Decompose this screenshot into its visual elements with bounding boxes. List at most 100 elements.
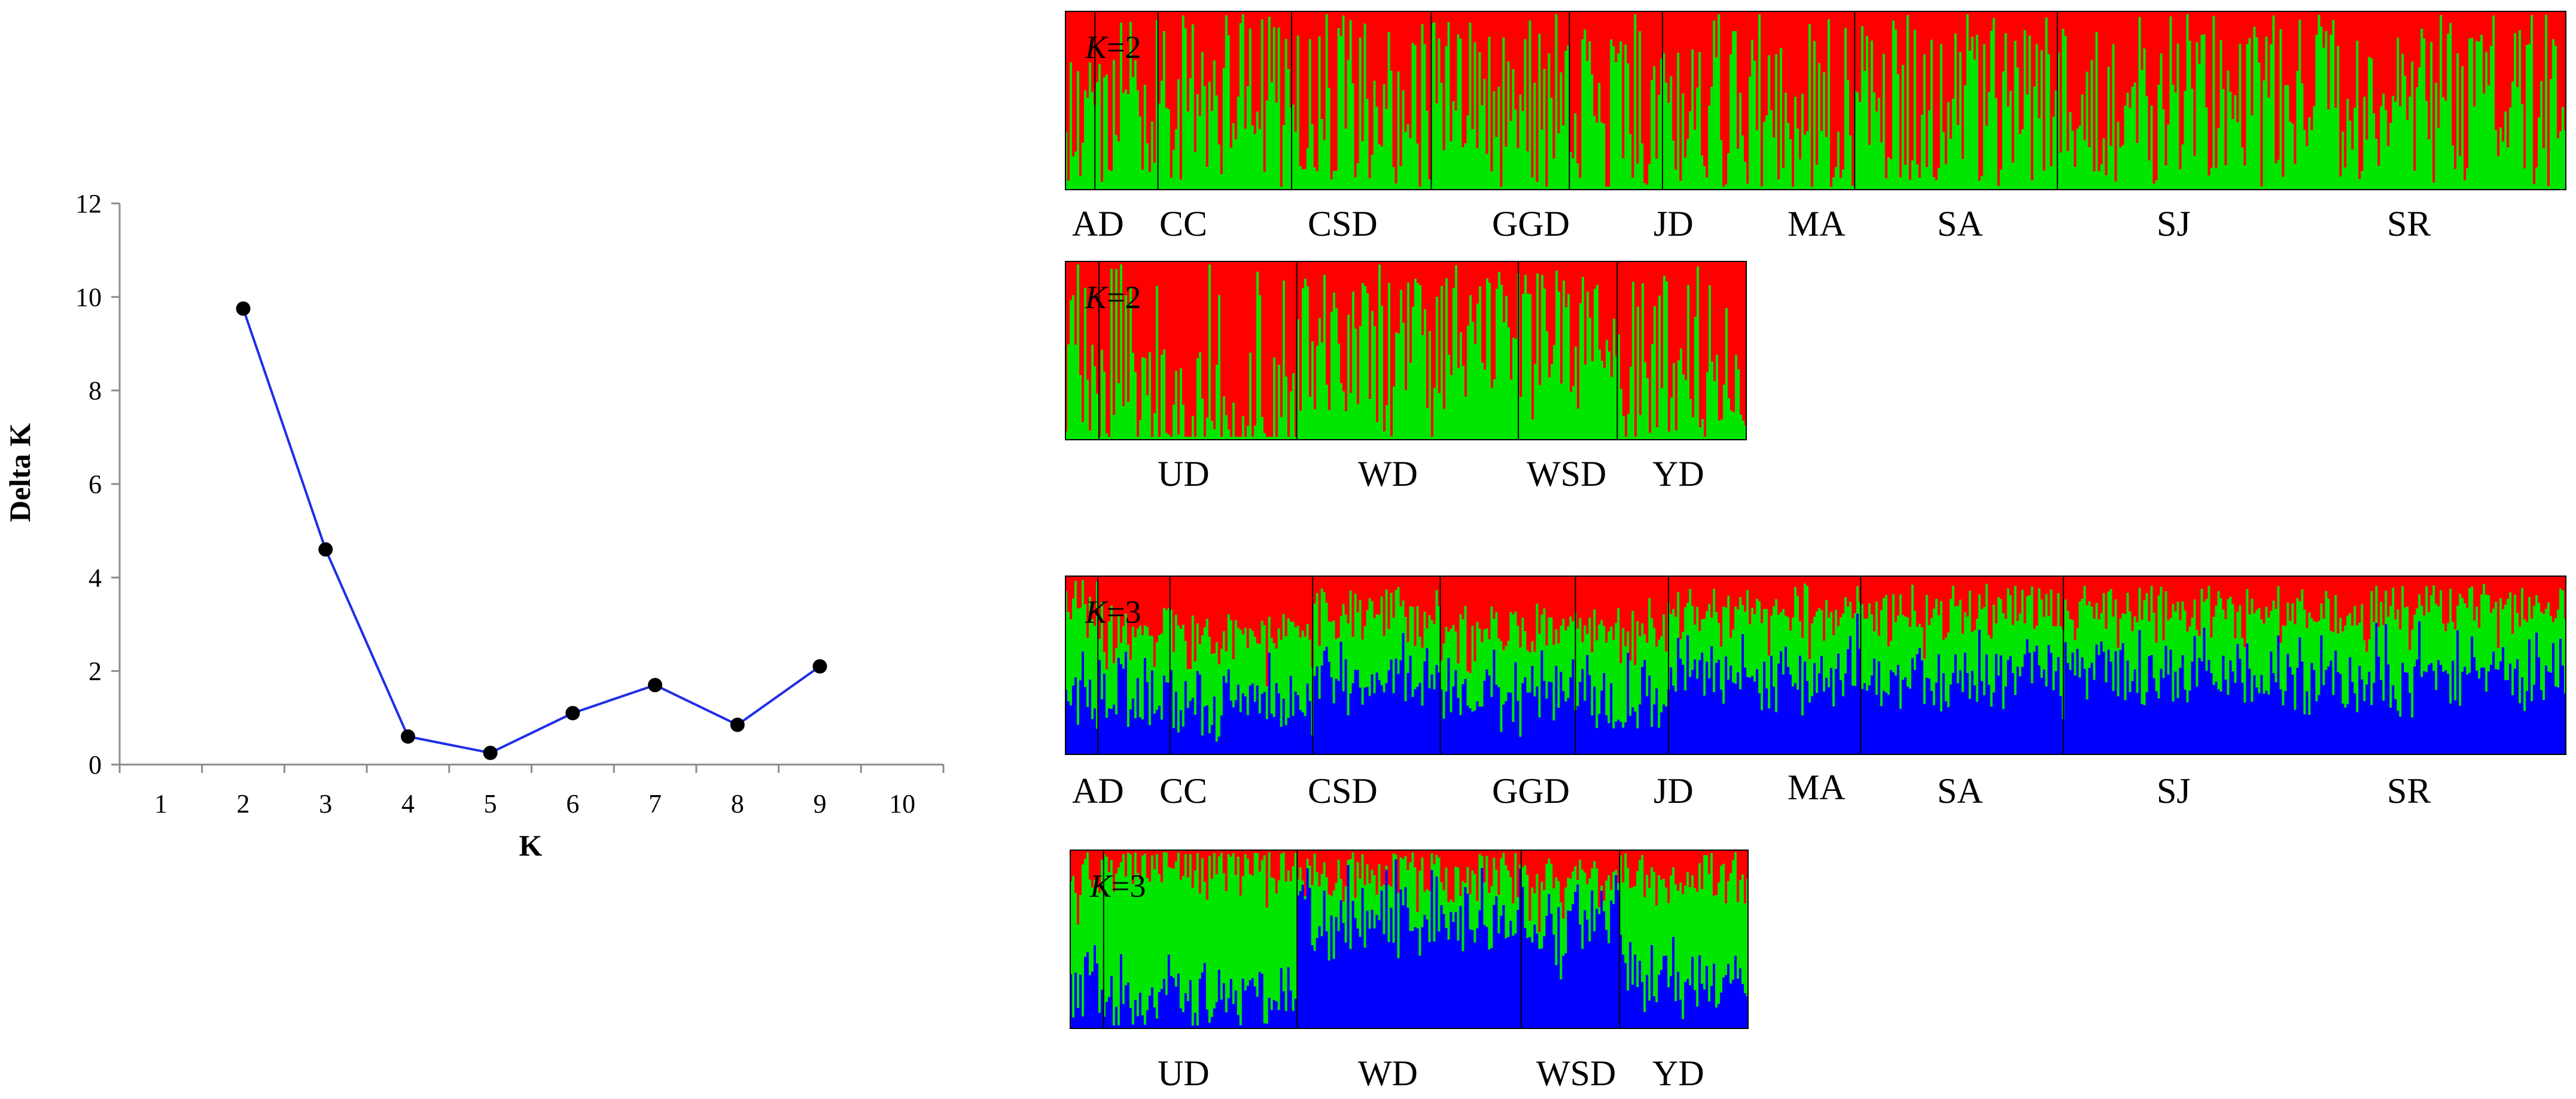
admixture-segment-green [1555, 629, 1558, 666]
admixture-segment-green [1390, 593, 1393, 660]
admixture-segment-green [2016, 68, 2020, 190]
admixture-segment-blue [2030, 683, 2034, 755]
admixture-segment-red [1143, 11, 1147, 85]
admixture-segment-red [2224, 11, 2228, 166]
admixture-segment-green [1703, 855, 1706, 990]
admixture-segment-green [1278, 364, 1281, 440]
admixture-segment-green [1443, 409, 1446, 440]
admixture-segment-blue [1339, 900, 1343, 1029]
admixture-segment-blue [1593, 686, 1596, 755]
admixture-segment-green [1172, 150, 1176, 190]
admixture-segment-red [2138, 11, 2142, 17]
admixture-segment-red [1729, 850, 1732, 873]
admixture-segment-green [1718, 623, 1721, 660]
admixture-segment-red [1247, 261, 1250, 426]
admixture-segment-red [1246, 850, 1250, 859]
admixture-segment-green [1662, 53, 1665, 190]
admixture-segment-red [1347, 850, 1350, 860]
admixture-segment-red [1186, 11, 1190, 112]
admixture-segment-red [1545, 11, 1548, 187]
admixture-segment-red [1287, 576, 1290, 619]
admixture-segment-blue [1999, 655, 2003, 755]
admixture-segment-red [1734, 850, 1737, 853]
admixture-segment-red [1684, 576, 1687, 608]
admixture-segment-green [2143, 48, 2146, 190]
admixture-segment-blue [1899, 708, 1902, 755]
admixture-segment-green [1661, 388, 1664, 440]
admixture-segment-green [1406, 870, 1410, 908]
admixture-segment-blue [1450, 912, 1453, 1029]
admixture-segment-blue [1701, 653, 1704, 755]
admixture-segment-red [2284, 576, 2287, 626]
admixture-segment-red [1435, 576, 1439, 590]
admixture-segment-green [2368, 639, 2371, 672]
admixture-segment-red [2349, 11, 2352, 121]
admixture-segment-red [1930, 576, 1933, 619]
admixture-segment-green [1739, 879, 1742, 969]
admixture-segment-red [1383, 261, 1386, 432]
admixture-segment-green [1426, 889, 1429, 920]
admixture-segment-red [1362, 261, 1365, 284]
admixture-segment-green [1418, 637, 1422, 683]
admixture-segment-red [1576, 850, 1579, 881]
admixture-segment-red [1265, 576, 1269, 687]
admixture-segment-red [1086, 261, 1089, 380]
admixture-segment-red [2064, 11, 2068, 36]
admixture-segment-blue [1490, 948, 1493, 1029]
admixture-segment-red [1832, 11, 1835, 178]
admixture-segment-green [2100, 613, 2103, 642]
admixture-segment-red [2145, 576, 2149, 593]
admixture-segment-red [1271, 261, 1274, 437]
admixture-segment-blue [1189, 980, 1192, 1029]
admixture-segment-blue [2540, 690, 2543, 755]
admixture-segment-red [2363, 11, 2366, 97]
admixture-segment-green [2471, 38, 2474, 190]
admixture-segment-blue [1126, 726, 1130, 755]
admixture-segment-red [1744, 11, 1747, 162]
admixture-segment-green [1131, 77, 1135, 190]
admixture-segment-green [1225, 15, 1228, 190]
admixture-segment-green [1618, 334, 1621, 440]
admixture-segment-green [1459, 38, 1463, 190]
admixture-segment-red [2452, 11, 2455, 145]
admixture-segment-blue [1787, 666, 1790, 755]
admixture-segment-red [2215, 576, 2218, 606]
admixture-segment-green [1531, 887, 1534, 943]
admixture-segment-green [1110, 171, 1113, 190]
admixture-segment-green [1160, 633, 1164, 720]
admixture-segment-red [1354, 576, 1357, 594]
admixture-segment-red [2143, 576, 2146, 601]
admixture-segment-green [1663, 275, 1666, 440]
admixture-segment-red [1641, 11, 1644, 144]
admixture-segment-green [1316, 872, 1319, 938]
admixture-segment-red [1882, 11, 1886, 54]
admixture-segment-green [2341, 631, 2344, 704]
admixture-segment-red [1534, 261, 1537, 365]
admixture-segment-red [1493, 850, 1496, 858]
admixture-segment-green [1397, 587, 1400, 674]
admixture-segment-red [1313, 850, 1317, 854]
admixture-segment-green [1272, 643, 1276, 717]
admixture-segment-green [1296, 626, 1300, 695]
admixture-segment-red [1071, 576, 1075, 599]
admixture-segment-green [1282, 125, 1286, 190]
admixture-segment-green [1732, 412, 1735, 440]
admixture-segment-red [1469, 11, 1472, 23]
admixture-segment-green [1478, 854, 1481, 911]
admixture-segment-red [1431, 261, 1434, 437]
admixture-segment-red [1302, 261, 1305, 288]
admixture-segment-blue [1550, 914, 1553, 1029]
admixture-segment-red [1387, 850, 1391, 885]
admixture-segment-green [2222, 89, 2225, 190]
admixture-segment-green [2473, 620, 2476, 657]
admixture-segment-red [1686, 850, 1689, 872]
admixture-segment-green [1089, 430, 1092, 440]
admixture-segment-green [1963, 612, 1967, 653]
admixture-segment-green [1466, 867, 1470, 894]
admixture-segment-red [1349, 576, 1353, 591]
admixture-segment-red [2459, 11, 2462, 156]
admixture-segment-green [1634, 665, 1637, 712]
admixture-segment-red [1973, 576, 1977, 631]
admixture-segment-green [1983, 44, 1986, 191]
admixture-segment-green [1593, 861, 1596, 931]
